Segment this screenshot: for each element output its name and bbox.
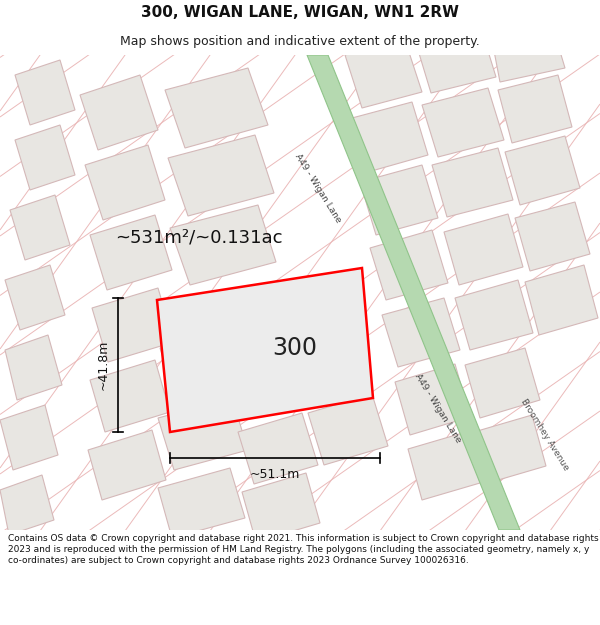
Text: 300: 300 <box>272 336 317 360</box>
Text: ~41.8m: ~41.8m <box>97 340 110 390</box>
Text: Map shows position and indicative extent of the property.: Map shows position and indicative extent… <box>120 35 480 48</box>
Polygon shape <box>370 230 448 300</box>
Text: Contains OS data © Crown copyright and database right 2021. This information is : Contains OS data © Crown copyright and d… <box>8 534 598 565</box>
Text: ~531m²/~0.131ac: ~531m²/~0.131ac <box>115 229 283 247</box>
Text: A49 - Wigan Lane: A49 - Wigan Lane <box>293 152 343 224</box>
Polygon shape <box>92 288 174 362</box>
Text: 300, WIGAN LANE, WIGAN, WN1 2RW: 300, WIGAN LANE, WIGAN, WN1 2RW <box>141 4 459 19</box>
Polygon shape <box>90 360 170 432</box>
Polygon shape <box>474 415 546 483</box>
Polygon shape <box>422 88 504 157</box>
Polygon shape <box>5 265 65 330</box>
Polygon shape <box>307 55 520 530</box>
Polygon shape <box>160 328 252 403</box>
Polygon shape <box>5 335 62 400</box>
Polygon shape <box>90 215 172 290</box>
Polygon shape <box>242 473 320 542</box>
Polygon shape <box>352 102 428 172</box>
Polygon shape <box>80 75 158 150</box>
Polygon shape <box>490 18 565 82</box>
Polygon shape <box>382 298 460 367</box>
Polygon shape <box>444 214 523 285</box>
Polygon shape <box>158 398 248 470</box>
Text: Broomhey Avenue: Broomhey Avenue <box>519 398 571 472</box>
Polygon shape <box>455 280 533 350</box>
Polygon shape <box>415 25 496 93</box>
Polygon shape <box>408 432 480 500</box>
Polygon shape <box>168 135 274 216</box>
Polygon shape <box>165 68 268 148</box>
Polygon shape <box>85 145 165 220</box>
Polygon shape <box>515 202 590 271</box>
Text: ~51.1m: ~51.1m <box>250 468 300 481</box>
Text: A49 - Wigan Lane: A49 - Wigan Lane <box>413 372 463 444</box>
Polygon shape <box>238 413 318 484</box>
Polygon shape <box>525 265 598 335</box>
Polygon shape <box>498 75 572 143</box>
Polygon shape <box>432 148 513 217</box>
Polygon shape <box>0 405 58 470</box>
Polygon shape <box>395 364 470 435</box>
Polygon shape <box>308 394 388 465</box>
Polygon shape <box>170 205 276 285</box>
Polygon shape <box>10 195 70 260</box>
Polygon shape <box>360 165 438 235</box>
Polygon shape <box>15 60 75 125</box>
Polygon shape <box>157 268 373 432</box>
Polygon shape <box>0 475 54 535</box>
Polygon shape <box>345 40 422 108</box>
Polygon shape <box>505 136 580 205</box>
Polygon shape <box>88 430 166 500</box>
Polygon shape <box>158 468 245 538</box>
Polygon shape <box>465 348 540 418</box>
Polygon shape <box>15 125 75 190</box>
